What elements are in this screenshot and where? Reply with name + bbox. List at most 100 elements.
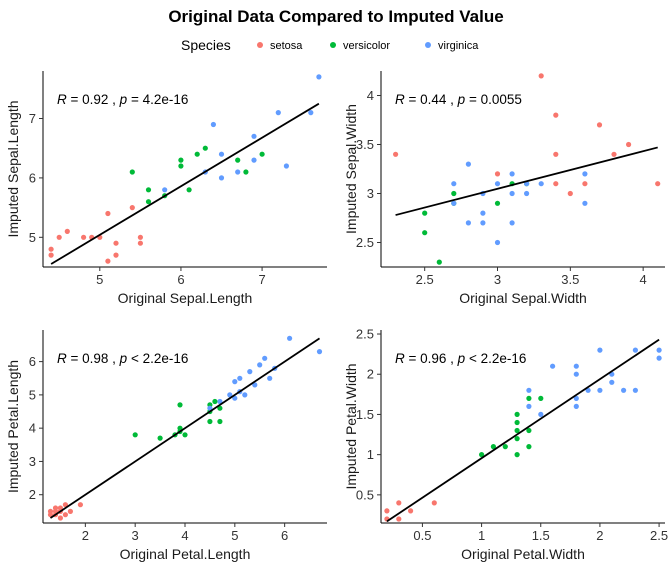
point-setosa-8: [105, 210, 111, 217]
y-axis-title: Imputed Sepal.Width: [343, 104, 359, 234]
point-virginica-15: [632, 347, 639, 353]
point-virginica-11: [262, 355, 268, 361]
x-tick-label: 4: [640, 272, 647, 287]
x-tick-label: 5: [96, 272, 103, 287]
point-setosa-10: [626, 141, 632, 148]
point-versicolor-0: [422, 210, 428, 216]
point-versicolor-7: [207, 418, 213, 425]
point-versicolor-6: [186, 187, 192, 193]
point-virginica-10: [509, 171, 515, 177]
x-axis-title: Original Petal.Width: [461, 546, 585, 562]
legend-label-versicolor: versicolor: [343, 40, 390, 52]
point-virginica-8: [494, 239, 501, 246]
point-virginica-2: [210, 121, 216, 128]
point-versicolor-2: [436, 259, 442, 265]
point-setosa-4: [553, 151, 559, 157]
point-setosa-0: [48, 252, 54, 258]
point-setosa-12: [137, 234, 143, 240]
point-virginica-7: [573, 403, 579, 409]
point-virginica-4: [573, 363, 579, 369]
legend-marker-setosa: [257, 42, 263, 48]
y-tick-label: 7: [29, 111, 36, 126]
point-virginica-9: [597, 387, 603, 393]
point-versicolor-3: [177, 402, 183, 408]
legend-marker-virginica: [425, 42, 431, 48]
panel-1: 5 6 7 5 6 7 Original Sepal.Length Imputed Sepal…: [5, 71, 327, 306]
point-setosa-4: [408, 508, 414, 514]
correlation-annotation: R = 0.98 , p < 2.2e-16: [57, 351, 188, 366]
y-tick-label: 2: [367, 367, 374, 382]
point-versicolor-10: [243, 169, 249, 175]
chart-title: Original Data Compared to Imputed Value: [168, 7, 503, 26]
point-versicolor-11: [502, 444, 508, 450]
point-versicolor-5: [494, 200, 501, 206]
point-versicolor-6: [182, 432, 188, 438]
y-tick-label: 0.5: [356, 487, 374, 502]
y-tick-label: 5: [29, 230, 36, 245]
point-virginica-6: [237, 375, 243, 381]
x-tick-label: 3.5: [561, 272, 579, 287]
point-versicolor-8: [202, 145, 208, 151]
point-versicolor-9: [526, 395, 532, 401]
x-tick-label: 1: [478, 528, 485, 543]
point-virginica-9: [252, 382, 258, 388]
point-versicolor-10: [217, 405, 223, 411]
point-virginica-1: [451, 200, 457, 206]
point-setosa-2: [56, 234, 62, 240]
x-tick-label: 2.5: [650, 528, 668, 543]
point-virginica-7: [242, 392, 248, 398]
point-virginica-15: [582, 171, 588, 177]
point-virginica-11: [509, 220, 515, 226]
y-tick-label: 3.5: [356, 137, 374, 152]
point-virginica-3: [550, 363, 556, 369]
point-setosa-9: [113, 240, 119, 246]
x-tick-label: 2: [596, 528, 603, 543]
y-tick-label: 3: [367, 186, 374, 201]
y-tick-label: 4: [29, 421, 36, 436]
y-tick-label: 2.5: [356, 327, 374, 342]
point-virginica-0: [162, 187, 168, 193]
point-versicolor-4: [178, 163, 184, 169]
point-virginica-0: [451, 181, 457, 187]
x-axis-title: Original Sepal.Length: [118, 290, 253, 306]
point-virginica-5: [235, 169, 241, 175]
point-virginica-5: [480, 220, 486, 226]
point-virginica-10: [308, 110, 314, 116]
point-virginica-11: [609, 379, 615, 385]
point-setosa-9: [611, 151, 617, 157]
point-virginica-6: [573, 395, 579, 401]
point-setosa-2: [538, 73, 544, 79]
panels: 5 6 7 5 6 7 Original Sepal.Length Imputed Sepal…: [5, 71, 668, 562]
point-versicolor-11: [217, 418, 223, 425]
y-tick-label: 5: [29, 387, 36, 402]
y-axis-title: Imputed Petal.Length: [5, 360, 21, 493]
point-versicolor-1: [157, 435, 163, 441]
x-axis-title: Original Sepal.Width: [459, 290, 587, 306]
point-virginica-17: [656, 355, 662, 361]
point-virginica-7: [251, 133, 257, 139]
point-virginica-12: [524, 190, 530, 197]
point-virginica-2: [227, 392, 233, 398]
point-virginica-9: [509, 190, 515, 197]
point-versicolor-3: [451, 190, 457, 197]
y-tick-label: 6: [29, 170, 36, 185]
point-versicolor-5: [178, 157, 184, 163]
point-virginica-4: [218, 175, 225, 181]
correlation-annotation: R = 0.44 , p = 0.0055: [395, 92, 522, 107]
correlation-annotation: R = 0.96 , p < 2.2e-16: [395, 351, 526, 366]
point-setosa-7: [62, 512, 68, 518]
point-versicolor-3: [514, 419, 520, 426]
point-setosa-7: [105, 258, 111, 264]
legend-label-virginica: virginica: [438, 40, 479, 52]
point-virginica-6: [251, 157, 257, 163]
point-virginica-0: [207, 405, 213, 411]
point-virginica-12: [267, 375, 273, 381]
regression-line: [386, 338, 660, 523]
point-virginica-3: [465, 220, 471, 226]
point-virginica-0: [526, 387, 532, 393]
point-setosa-1: [48, 246, 54, 252]
y-tick-label: 2.5: [356, 235, 374, 250]
point-setosa-10: [113, 252, 119, 258]
point-setosa-8: [67, 508, 73, 514]
point-setosa-0: [384, 508, 390, 514]
